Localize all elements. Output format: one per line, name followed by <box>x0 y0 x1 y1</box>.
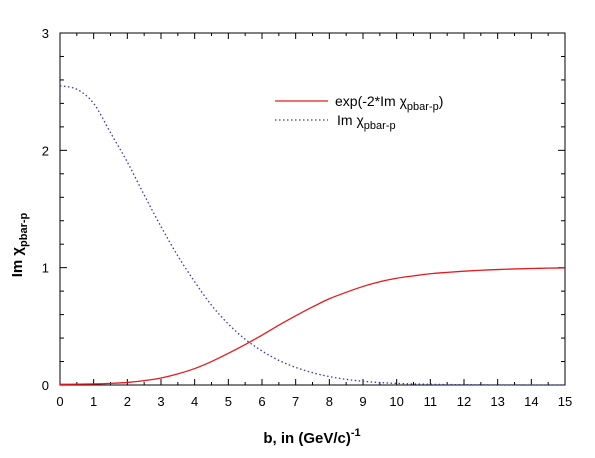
x-tick-label: 5 <box>225 394 232 409</box>
x-tick-label: 11 <box>424 394 438 409</box>
series-layer <box>59 85 566 386</box>
x-axis-title: b, in (GeV/c)-1 <box>263 427 360 447</box>
x-tick-label: 0 <box>56 394 63 409</box>
x-tick-label: 3 <box>157 394 164 409</box>
series-line-0 <box>59 267 566 385</box>
x-tick-label: 8 <box>326 394 333 409</box>
x-tick-label: 14 <box>524 394 538 409</box>
x-tick-label: 6 <box>258 394 265 409</box>
y-tick-label: 2 <box>42 143 49 158</box>
y-tick-label: 0 <box>42 378 49 393</box>
x-axis: 0 1 2 3 4 5 6 7 8 9 10 11 12 13 14 15 <box>56 33 572 409</box>
y-axis: 0 1 2 3 <box>42 26 565 393</box>
plot-frame <box>59 32 566 386</box>
x-tick-label: 1 <box>90 394 97 409</box>
legend-label-1: Im χpbar-p <box>337 112 396 132</box>
x-tick-label: 7 <box>292 394 299 409</box>
series-line-1 <box>59 85 565 386</box>
y-tick-label: 1 <box>42 261 49 276</box>
y-tick-label: 3 <box>42 26 49 41</box>
x-tick-label: 2 <box>124 394 131 409</box>
y-axis-title: Im χpbar-p <box>9 212 30 277</box>
x-tick-label: 12 <box>457 394 471 409</box>
legend-label-0: exp(-2*Im χpbar-p) <box>335 93 443 113</box>
x-tick-label: 9 <box>359 394 366 409</box>
x-tick-label: 13 <box>490 394 504 409</box>
x-tick-label: 10 <box>389 394 403 409</box>
legend: exp(-2*Im χpbar-p) Im χpbar-p <box>275 93 443 132</box>
x-tick-label: 4 <box>191 394 198 409</box>
x-tick-label: 15 <box>558 394 572 409</box>
